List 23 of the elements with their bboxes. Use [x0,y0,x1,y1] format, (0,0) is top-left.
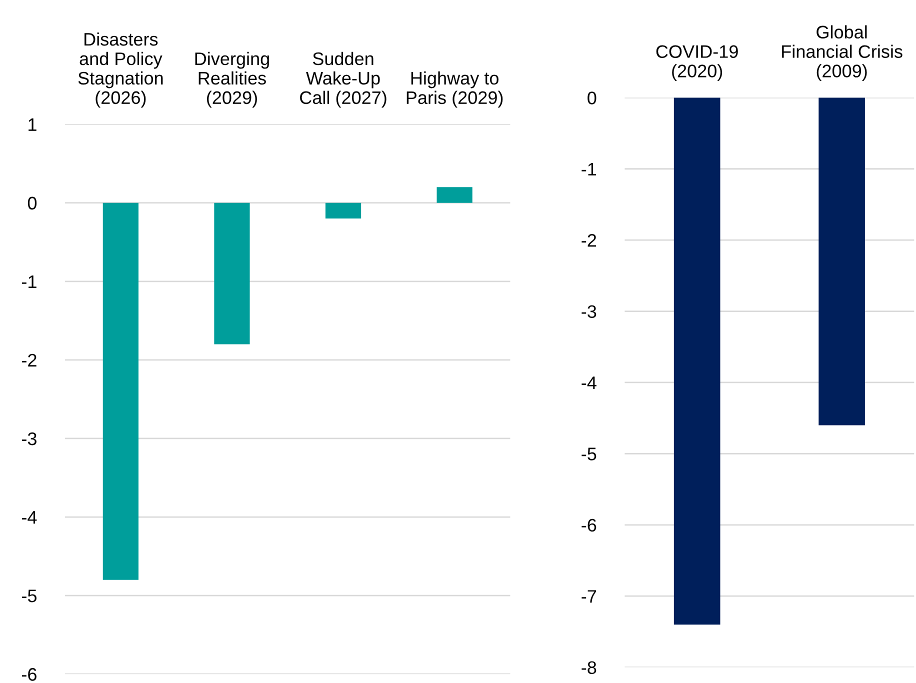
y-tick-label: -1 [22,276,36,288]
y-tick-label: -6 [22,668,36,681]
y-tick-label: -3 [22,432,36,446]
y-tick-label: -3 [582,305,596,318]
y-tick-label: -1 [582,162,596,176]
x-tick-label: Diverging Realities (2029) [195,52,269,108]
y-tick-label: -2 [582,234,596,247]
x-tick-label: Highway to Paris (2029) [406,71,503,108]
y-tick-label: -5 [22,590,37,602]
x-tick-label: COVID-19 (2020) [656,45,738,81]
y-tick-label: -6 [582,518,596,532]
y-tick-label: -8 [582,661,596,674]
y-tick-label: -5 [582,448,596,460]
y-tick-label: 0 [28,196,37,210]
x-tick-label: Global Financial Crisis (2009) [782,25,902,81]
y-tick-label: -2 [22,354,36,366]
y-tick-label: 1 [28,118,36,131]
y-tick-label: 0 [588,92,596,104]
x-tick-label: Sudden Wake-Up Call (2027) [300,52,386,108]
y-tick-label: -4 [22,511,37,524]
y-tick-label: -4 [582,376,596,390]
y-tick-label: -7 [582,590,596,603]
x-tick-label: Disasters and Policy Stagnation (2026) [78,32,163,108]
